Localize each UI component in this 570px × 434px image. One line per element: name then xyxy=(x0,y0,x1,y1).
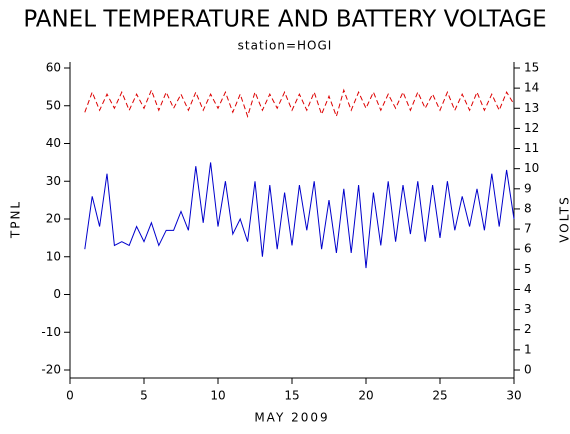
y2-tick-label: 10 xyxy=(524,161,539,175)
y2-tick-label: 1 xyxy=(524,342,532,356)
y2-tick-label: 12 xyxy=(524,121,539,135)
y2-tick-label: 15 xyxy=(524,61,539,75)
y-tick-label: 20 xyxy=(46,212,61,226)
y2-tick-label: 9 xyxy=(524,181,532,195)
y2-axis-label: VOLTS xyxy=(558,195,570,242)
y2-tick-label: 3 xyxy=(524,302,532,316)
x-axis-label: MAY 2009 xyxy=(254,411,329,425)
x-tick-label: 25 xyxy=(432,389,447,403)
y2-tick-label: 8 xyxy=(524,201,532,215)
x-tick-label: 5 xyxy=(140,389,148,403)
chart-subtitle: station=HOGI xyxy=(238,39,333,53)
y2-tick-label: 7 xyxy=(524,222,532,236)
y-tick-label: 30 xyxy=(46,174,61,188)
x-tick-label: 15 xyxy=(284,389,299,403)
y-tick-label: 60 xyxy=(46,61,61,75)
x-tick-label: 20 xyxy=(358,389,373,403)
y-tick-label: 50 xyxy=(46,98,61,112)
y2-tick-label: 2 xyxy=(524,322,532,336)
y-tick-label: 40 xyxy=(46,136,61,150)
y-tick-label: 0 xyxy=(53,287,61,301)
x-tick-label: 0 xyxy=(66,389,74,403)
chart-title: PANEL TEMPERATURE AND BATTERY VOLTAGE xyxy=(23,7,546,33)
y2-tick-label: 14 xyxy=(524,81,539,95)
data-line xyxy=(85,162,514,268)
y2-tick-label: 11 xyxy=(524,141,539,155)
x-tick-label: 30 xyxy=(506,389,521,403)
y2-tick-label: 6 xyxy=(524,242,532,256)
y-tick-label: -20 xyxy=(41,363,61,377)
x-tick-label: 10 xyxy=(210,389,225,403)
y-axis-label: TPNL xyxy=(9,200,23,239)
y-tick-label: 10 xyxy=(46,249,61,263)
data-line xyxy=(85,90,514,116)
y2-tick-label: 0 xyxy=(524,363,532,377)
y2-tick-label: 5 xyxy=(524,262,532,276)
y2-tick-label: 4 xyxy=(524,282,532,296)
y-tick-label: -10 xyxy=(41,325,61,339)
y2-tick-label: 13 xyxy=(524,101,539,115)
